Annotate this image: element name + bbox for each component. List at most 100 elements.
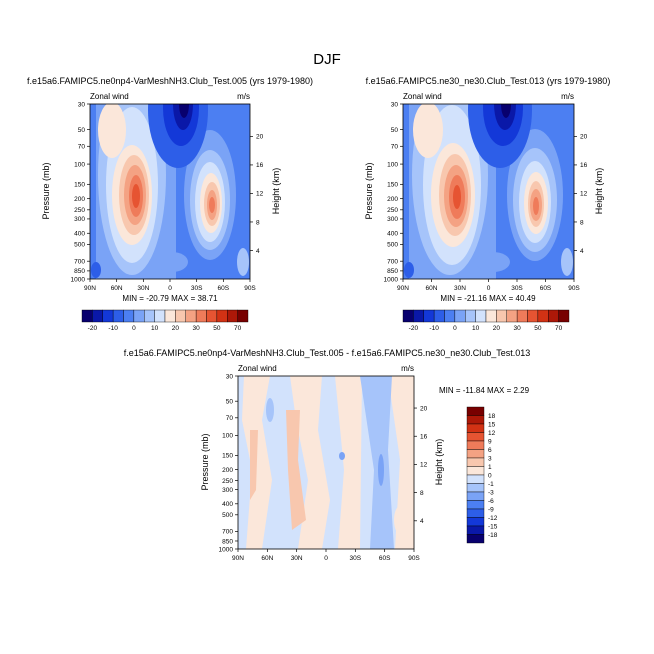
colorbar-swatch — [506, 309, 518, 323]
y-tick-label: 200 — [74, 196, 85, 203]
y-tick-label: 30 — [391, 101, 399, 108]
y2-tick-label: 8 — [256, 219, 260, 226]
panel-left-field — [90, 104, 250, 279]
x-tick-label: 90N — [84, 285, 96, 292]
x-tick-label: 60N — [261, 555, 273, 562]
y-tick-label: 100 — [74, 161, 85, 168]
colorbar-swatch — [423, 309, 435, 323]
panel-diff-left-label: Zonal wind — [238, 364, 277, 373]
colorbar-swatch — [466, 517, 485, 527]
panel-right-minmax: MIN = -21.16 MAX = 40.49 — [440, 294, 536, 303]
y2-tick-label: 4 — [420, 518, 424, 525]
panel-right-field — [403, 104, 574, 279]
colorbar-label: 0 — [488, 472, 492, 479]
y2-tick-label: 16 — [580, 162, 588, 169]
colorbar-label: 20 — [493, 325, 501, 332]
y2-tick-label: 16 — [256, 162, 264, 169]
y-tick-label: 400 — [222, 501, 233, 508]
y-tick-label: 850 — [222, 538, 233, 545]
colorbar-label: -3 — [488, 489, 494, 496]
colorbar-swatch — [206, 309, 218, 323]
x-tick-label: 90N — [397, 285, 409, 292]
panel-left-axes: 90N 60N 30N 0 30S 60S 90S 30 50 70 100 150 200 250 300… — [71, 101, 264, 292]
y-tick-label: 150 — [387, 182, 398, 189]
colorbar-label: 0 — [453, 325, 457, 332]
colorbar-label: -18 — [488, 532, 498, 539]
panel-difference: f.e15a6.FAMIPC5.ne0np4-VarMeshNH3.Club_T… — [124, 348, 531, 562]
colorbar-label: 70 — [555, 325, 563, 332]
panel-right: f.e15a6.FAMIPC5.ne30_ne30.Club_Test.013 … — [364, 76, 610, 303]
y-tick-label: 1000 — [219, 546, 234, 553]
panel-left-title: f.e15a6.FAMIPC5.ne0np4-VarMeshNH3.Club_T… — [27, 76, 313, 86]
colorbar-label: -6 — [488, 498, 494, 505]
colorbar-swatch — [144, 309, 155, 323]
y-tick-label: 150 — [74, 182, 85, 189]
y-tick-label: 50 — [78, 127, 86, 134]
y-tick-label: 300 — [387, 216, 398, 223]
colorbar-left: -20 -10 0 10 20 30 50 70 — [81, 309, 249, 332]
x-tick-label: 0 — [324, 555, 328, 562]
x-tick-label: 60S — [379, 555, 391, 562]
x-tick-label: 60N — [111, 285, 123, 292]
x-tick-label: 60S — [540, 285, 552, 292]
panel-right-y2label: Height (km) — [594, 168, 604, 215]
y2-tick-label: 20 — [256, 134, 264, 141]
x-tick-label: 90S — [244, 285, 256, 292]
colorbar-label: 50 — [213, 325, 221, 332]
y-tick-label: 1000 — [384, 276, 399, 283]
y-tick-label: 200 — [222, 467, 233, 474]
y-tick-label: 70 — [391, 144, 399, 151]
x-tick-label: 0 — [487, 285, 491, 292]
colorbar-swatch — [433, 309, 445, 323]
colorbar-swatch — [466, 534, 485, 544]
colorbar-label: -15 — [488, 523, 498, 530]
y2-tick-label: 16 — [420, 434, 428, 441]
colorbar-swatch — [81, 309, 93, 323]
colorbar-swatch — [227, 309, 238, 323]
y-tick-label: 150 — [222, 453, 233, 460]
y-tick-label: 300 — [222, 487, 233, 494]
colorbar-swatch — [216, 309, 228, 323]
colorbar-swatch — [466, 491, 485, 501]
colorbar-swatch — [466, 508, 485, 518]
y-tick-label: 50 — [226, 399, 234, 406]
panel-diff-title: f.e15a6.FAMIPC5.ne0np4-VarMeshNH3.Club_T… — [124, 348, 531, 358]
colorbar-label: -9 — [488, 506, 494, 513]
colorbar-swatch — [195, 309, 207, 323]
colorbar-label: 9 — [488, 438, 492, 445]
colorbar-label: 3 — [488, 455, 492, 462]
colorbar-swatch — [558, 309, 570, 323]
y-tick-label: 250 — [74, 207, 85, 214]
colorbar-swatch — [164, 309, 176, 323]
y-tick-label: 700 — [387, 258, 398, 265]
panel-left-minmax: MIN = -20.79 MAX = 38.71 — [122, 294, 218, 303]
colorbar-label: 6 — [488, 447, 492, 454]
panel-right-ylabel: Pressure (mb) — [364, 162, 374, 219]
panel-diff-axes: 90N 60N 30N 0 30S 60S 90S 30 50 70 100 150 200 250 300… — [219, 373, 428, 562]
y-tick-label: 400 — [74, 231, 85, 238]
y2-tick-label: 12 — [256, 191, 264, 198]
x-tick-label: 30N — [291, 555, 303, 562]
x-tick-label: 30S — [350, 555, 362, 562]
colorbar-label: -1 — [488, 481, 494, 488]
x-tick-label: 30N — [137, 285, 149, 292]
x-tick-label: 90S — [568, 285, 580, 292]
y2-tick-label: 12 — [420, 462, 428, 469]
y-tick-label: 400 — [387, 231, 398, 238]
x-tick-label: 30S — [511, 285, 523, 292]
colorbar-swatch — [465, 309, 476, 323]
panel-diff-units: m/s — [401, 364, 414, 373]
y-tick-label: 500 — [387, 242, 398, 249]
y-tick-label: 300 — [74, 216, 85, 223]
colorbar-swatch — [466, 432, 485, 442]
panel-diff-y2label: Height (km) — [434, 439, 444, 486]
colorbar-swatch — [466, 415, 485, 425]
colorbar-swatch — [466, 483, 485, 493]
colorbar-label: 30 — [514, 325, 522, 332]
y-tick-label: 250 — [222, 478, 233, 485]
y-tick-label: 30 — [78, 101, 86, 108]
colorbar-label: 18 — [488, 413, 496, 420]
panel-left-ylabel: Pressure (mb) — [41, 162, 51, 219]
y-tick-label: 850 — [74, 268, 85, 275]
y2-tick-label: 20 — [420, 405, 428, 412]
